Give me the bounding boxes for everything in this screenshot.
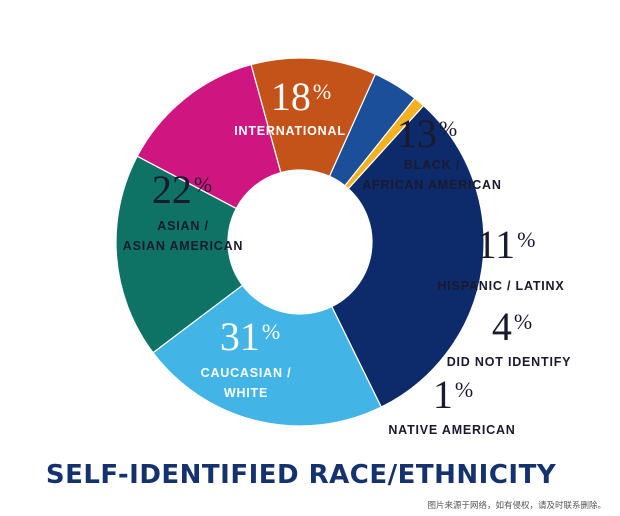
slice-category-label: INTERNATIONAL — [234, 124, 346, 138]
slice-percent-value: 4 — [492, 304, 512, 349]
slice-percent-sign: % — [439, 116, 457, 141]
slice-percent-label: 4% — [492, 304, 532, 349]
slice-percent-value: 22 — [152, 167, 192, 212]
slice-category-label: WHITE — [224, 386, 268, 400]
slice-labels: 18% INTERNATIONAL 13% BLACK / AFRICAN AMERIC… — [123, 74, 572, 437]
donut-slice-6 — [330, 104, 485, 408]
slice-category-label: ASIAN AMERICAN — [123, 239, 243, 253]
donut-slice-2 — [136, 63, 282, 210]
slice-percent-label: 11% — [477, 222, 536, 267]
slice-percent-value: 18 — [271, 74, 311, 119]
slice-category-label: CAUCASIAN / — [201, 366, 292, 380]
chart-title: SELF-IDENTIFIED RACE/ETHNICITY — [46, 460, 557, 490]
slice-percent-value: 11 — [477, 222, 516, 267]
donut-slice-1 — [115, 155, 244, 354]
slice-percent-sign: % — [455, 377, 473, 402]
slice-percent-label: 13% — [397, 111, 457, 156]
slice-category-label: ASIAN / — [157, 219, 208, 233]
donut-slice-7 — [152, 284, 383, 427]
slice-percent-sign: % — [517, 227, 535, 252]
slice-percent-sign: % — [313, 79, 331, 104]
slice-category-label: HISPANIC / LATINX — [437, 279, 564, 293]
slice-category-label: NATIVE AMERICAN — [388, 423, 515, 437]
slice-percent-sign: % — [194, 172, 212, 197]
slice-percent-value: 13 — [397, 111, 437, 156]
slice-percent-label: 18% — [271, 74, 331, 119]
watermark-text: 图片来源于网络，如有侵权，请及时联系删除。 — [427, 500, 606, 511]
slice-percent-value: 1 — [433, 372, 453, 417]
slice-percent-label: 1% — [433, 372, 473, 417]
slice-category-label: BLACK / — [404, 158, 460, 172]
donut-slices — [115, 57, 485, 427]
slice-percent-label: 31% — [220, 314, 280, 359]
slice-percent-label: 22% — [152, 167, 212, 212]
slice-percent-sign: % — [514, 309, 532, 334]
slice-percent-sign: % — [262, 319, 280, 344]
slice-category-label: AFRICAN AMERICAN — [362, 178, 501, 192]
slice-percent-value: 31 — [220, 314, 260, 359]
slice-category-label: DID NOT IDENTIFY — [447, 355, 572, 369]
